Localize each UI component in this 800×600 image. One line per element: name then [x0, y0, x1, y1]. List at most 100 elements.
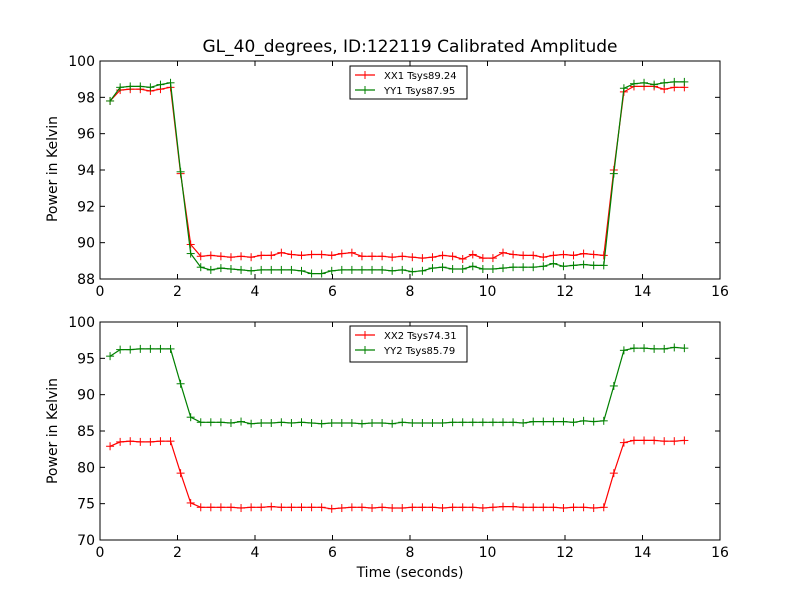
top-panel: 0 2 4 6 8 10 12 14 16 88 90 92 94 96 98 100 XX1 Tsys89.2… — [68, 54, 729, 300]
data-point — [458, 503, 467, 512]
data-point — [136, 344, 145, 353]
series-2 — [106, 343, 689, 428]
data-point — [237, 265, 246, 274]
data-point — [640, 78, 649, 87]
data-point — [267, 502, 276, 511]
data-point — [257, 419, 266, 428]
data-point — [337, 419, 346, 428]
data-point — [519, 263, 528, 272]
data-point — [418, 254, 427, 263]
data-point — [680, 436, 689, 445]
data-point — [237, 504, 246, 513]
x-tick-label: 10 — [479, 545, 497, 561]
data-point — [247, 266, 256, 275]
data-point — [347, 248, 356, 257]
data-point — [166, 437, 175, 446]
data-point — [408, 267, 417, 276]
data-point — [136, 437, 145, 446]
data-point — [438, 504, 447, 513]
data-point — [327, 419, 336, 428]
data-point — [428, 253, 437, 262]
data-point — [257, 503, 266, 512]
data-point — [448, 252, 457, 261]
x-tick-label: 12 — [556, 545, 574, 561]
data-point — [317, 269, 326, 278]
data-point — [237, 417, 246, 426]
data-point — [297, 503, 306, 512]
data-point — [116, 437, 125, 446]
y-tick-label: 100 — [68, 54, 95, 70]
data-point — [488, 265, 497, 274]
data-point — [398, 252, 407, 261]
data-point — [226, 253, 235, 262]
series-line — [109, 85, 685, 260]
data-point — [106, 442, 115, 451]
bottom-ylabel: Power in Kelvin — [45, 378, 61, 484]
data-point — [640, 436, 649, 445]
data-point — [398, 504, 407, 513]
data-point — [226, 503, 235, 512]
legend-label: YY1 Tsys87.95 — [383, 86, 455, 97]
data-point — [216, 264, 225, 273]
data-point — [287, 265, 296, 274]
data-point — [458, 255, 467, 264]
data-point — [478, 418, 487, 427]
data-point — [378, 265, 387, 274]
data-point — [629, 344, 638, 353]
data-point — [448, 503, 457, 512]
data-point — [660, 78, 669, 87]
data-point — [438, 251, 447, 260]
data-point — [196, 503, 205, 512]
data-point — [257, 251, 266, 260]
x-tick-label: 2 — [173, 284, 182, 300]
x-tick-label: 16 — [711, 284, 729, 300]
x-tick-label: 10 — [479, 284, 497, 300]
data-point — [650, 80, 659, 89]
data-point — [468, 262, 477, 271]
data-point — [559, 417, 568, 426]
data-point — [438, 419, 447, 428]
data-point — [307, 250, 316, 259]
data-point — [609, 469, 618, 478]
data-point — [579, 260, 588, 269]
data-point — [146, 344, 155, 353]
data-point — [297, 418, 306, 427]
y-tick-label: 92 — [77, 199, 95, 215]
y-tick-label: 100 — [68, 315, 95, 331]
data-point — [226, 419, 235, 428]
data-point — [569, 251, 578, 260]
data-point — [519, 419, 528, 428]
y-tick-label: 70 — [77, 533, 95, 549]
data-point — [327, 251, 336, 260]
data-point — [388, 253, 397, 262]
data-point — [287, 419, 296, 428]
legend-entry: YY2 Tsys85.79 — [355, 346, 455, 357]
data-point — [247, 419, 256, 428]
data-point — [629, 79, 638, 88]
data-point — [196, 252, 205, 261]
data-point — [640, 344, 649, 353]
data-point — [247, 253, 256, 262]
data-point — [549, 251, 558, 260]
data-point — [287, 503, 296, 512]
data-point — [307, 419, 316, 428]
data-point — [579, 416, 588, 425]
data-point — [539, 417, 548, 426]
data-point — [216, 252, 225, 261]
data-point — [307, 269, 316, 278]
data-point — [448, 265, 457, 274]
data-point — [176, 469, 185, 478]
data-point — [206, 418, 215, 427]
data-point — [619, 438, 628, 447]
data-point — [327, 504, 336, 513]
data-point — [670, 343, 679, 352]
x-tick-label: 8 — [406, 284, 415, 300]
data-point — [660, 437, 669, 446]
data-point — [126, 437, 135, 446]
data-point — [468, 250, 477, 259]
bottom-panel: 0 2 4 6 8 10 12 14 16 70 75 80 85 90 95 100 XX2 Tsys74.3… — [68, 315, 729, 561]
x-tick-label: 14 — [634, 545, 652, 561]
data-point — [408, 253, 417, 262]
data-point — [670, 77, 679, 86]
data-point — [277, 418, 286, 427]
